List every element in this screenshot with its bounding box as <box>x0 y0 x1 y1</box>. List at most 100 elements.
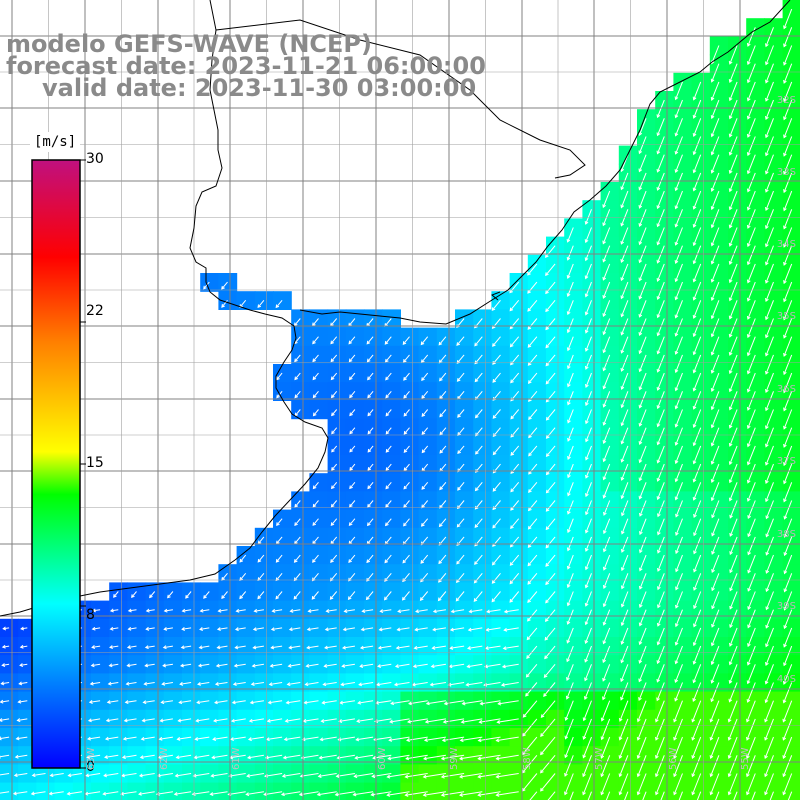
wind-arrow <box>747 518 756 537</box>
wind-arrow <box>367 481 374 489</box>
wind-arrow <box>337 754 355 759</box>
wind-arrow-head <box>584 221 589 225</box>
wind-arrow <box>92 645 101 648</box>
wind-arrow-head <box>710 133 715 138</box>
wind-arrow-head <box>394 664 399 669</box>
wind-arrow-head <box>602 621 607 626</box>
wind-arrow <box>367 390 374 398</box>
wind-arrow <box>318 773 337 777</box>
wind-arrow <box>289 627 301 631</box>
wind-arrow <box>198 663 210 667</box>
wind-arrow-head <box>783 389 787 394</box>
wind-arrow <box>783 445 793 466</box>
wind-arrow <box>621 609 629 626</box>
wind-arrow-head <box>365 596 370 601</box>
wind-arrow-head <box>473 579 478 584</box>
wind-arrow <box>675 427 683 446</box>
wind-arrow-head <box>304 682 309 687</box>
wind-arrow-head <box>180 645 185 650</box>
wind-arrow-head <box>638 277 643 282</box>
wind-arrow-head <box>564 791 568 796</box>
wind-arrow <box>621 518 629 534</box>
wind-arrow-head <box>783 25 787 30</box>
wind-arrow <box>656 664 665 682</box>
wind-arrow <box>693 391 702 410</box>
wind-arrow-head <box>566 658 570 663</box>
wind-arrow-head <box>91 626 96 631</box>
wind-arrow-head <box>675 513 679 518</box>
wind-speed-cell <box>436 673 456 693</box>
wind-speed-cell <box>200 728 219 747</box>
wind-arrow <box>125 700 137 703</box>
wind-speed-cell <box>291 709 310 729</box>
wind-arrow <box>541 700 556 718</box>
wind-arrow <box>747 45 756 65</box>
wind-arrow-head <box>692 205 697 210</box>
wind-arrow <box>367 409 374 416</box>
wind-arrow-head <box>545 308 549 313</box>
wind-arrow <box>221 572 228 581</box>
wind-arrow-head <box>109 645 113 649</box>
wind-arrow-head <box>330 522 335 527</box>
wind-speed-cell <box>382 691 401 711</box>
wind-arrow-head <box>213 718 217 723</box>
wind-arrow <box>353 791 374 796</box>
wind-arrow <box>655 755 665 777</box>
wind-arrow <box>398 609 410 612</box>
wind-arrow <box>583 700 592 721</box>
wind-arrow <box>783 190 793 211</box>
wind-arrow-head <box>491 561 496 566</box>
wind-arrow <box>362 609 374 612</box>
wind-arrow <box>765 409 774 429</box>
wind-arrow-head <box>457 486 461 491</box>
wind-arrow <box>657 391 665 409</box>
wind-arrow-head <box>584 257 589 262</box>
wind-arrow-head <box>540 787 544 792</box>
wind-arrow-head <box>638 168 643 173</box>
wind-arrow <box>335 791 355 796</box>
wind-arrow <box>139 773 155 777</box>
wind-arrow-head <box>120 791 125 796</box>
wind-arrow <box>765 609 774 629</box>
wind-arrow <box>600 755 611 777</box>
wind-arrow-head <box>2 626 7 631</box>
wind-arrow <box>621 300 629 317</box>
wind-arrow <box>257 572 265 581</box>
wind-arrow-head <box>620 567 625 572</box>
wind-arrow-head <box>144 645 149 650</box>
wind-speed-cell <box>163 746 183 765</box>
wind-arrow-head <box>349 448 353 453</box>
wind-arrow <box>475 390 483 400</box>
wind-speed-cell <box>509 746 529 765</box>
wind-arrow-head <box>431 645 436 650</box>
wind-arrow <box>711 190 720 210</box>
wind-arrow <box>693 263 702 282</box>
wind-speed-cell <box>327 746 347 765</box>
wind-arrow <box>765 154 774 174</box>
wind-arrow <box>367 463 374 471</box>
wind-arrow-head <box>765 533 770 538</box>
wind-arrow-head <box>674 114 679 119</box>
wind-arrow <box>585 209 592 225</box>
wind-arrow-head <box>564 735 569 740</box>
wind-arrow <box>765 463 774 484</box>
wind-arrow-head <box>674 187 679 192</box>
wind-arrow-head <box>384 522 389 527</box>
wind-arrow-head <box>728 151 733 156</box>
wind-arrow <box>657 500 665 517</box>
wind-arrow-head <box>1 663 6 667</box>
wind-speed-cell <box>309 782 329 800</box>
wind-arrow-head <box>746 791 750 796</box>
wind-arrow <box>509 299 520 311</box>
wind-arrow <box>528 463 538 475</box>
wind-arrow-head <box>584 365 589 370</box>
wind-speed-cell <box>345 709 365 729</box>
wind-speed-cell <box>182 746 201 765</box>
wind-arrow-head <box>104 755 108 759</box>
wind-speed-cell <box>127 764 147 784</box>
wind-arrow-head <box>584 329 589 334</box>
wind-arrow <box>783 645 793 666</box>
wind-arrow-head <box>746 388 751 393</box>
wind-arrow-head <box>108 663 113 668</box>
wind-arrow-head <box>354 755 359 760</box>
